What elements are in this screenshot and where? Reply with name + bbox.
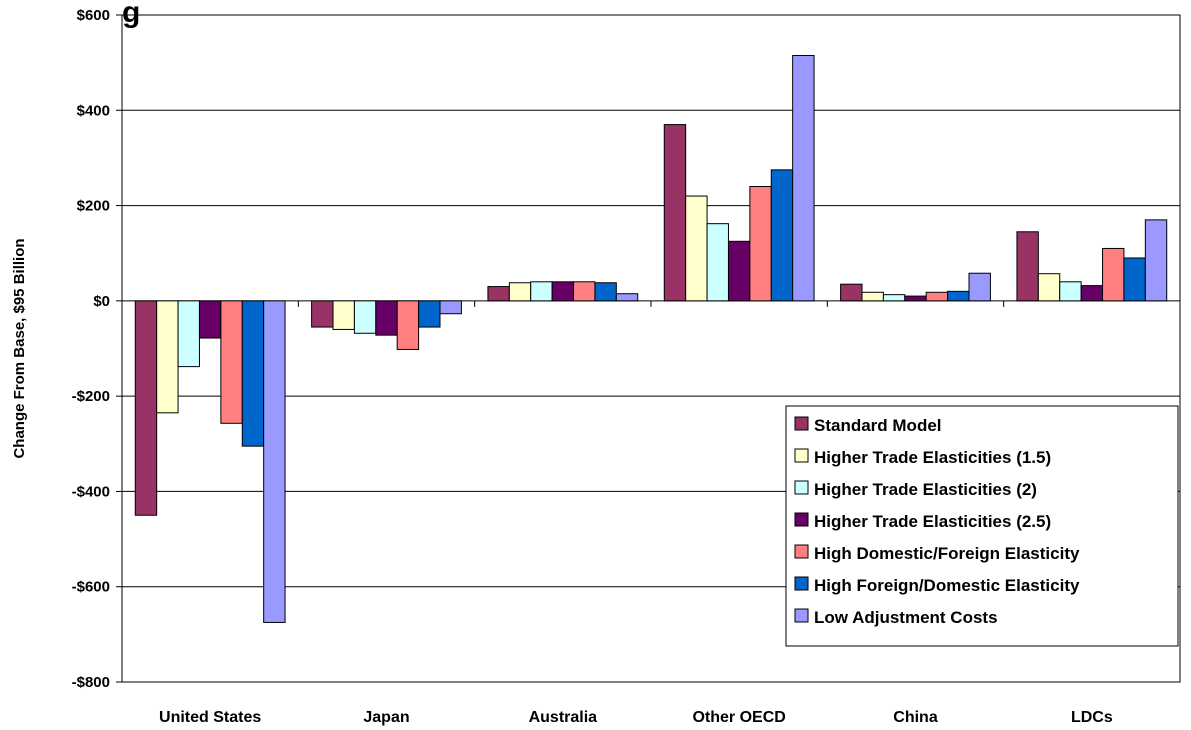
bar xyxy=(375,300,398,336)
bar xyxy=(770,169,794,302)
bar xyxy=(353,300,377,334)
y-tick-label: -$800 xyxy=(72,674,110,691)
y-tick-label: $400 xyxy=(77,102,110,119)
bar xyxy=(706,223,729,302)
y-tick-label: $200 xyxy=(77,198,110,215)
plot-area-frame xyxy=(121,14,1181,683)
y-tick-label: -$200 xyxy=(72,388,110,405)
bar xyxy=(727,240,751,302)
bar xyxy=(311,300,334,328)
bar xyxy=(508,282,532,302)
bar xyxy=(1037,273,1061,302)
legend-label: High Foreign/Domestic Elasticity xyxy=(814,576,1080,595)
y-tick-label: $600 xyxy=(77,7,110,24)
bar xyxy=(418,300,441,328)
bar xyxy=(840,283,863,302)
legend-swatch xyxy=(794,544,809,559)
bar xyxy=(749,186,772,302)
legend-swatch xyxy=(794,416,809,431)
bar xyxy=(439,300,462,315)
x-axis-ticks: United States Japan Australia Other OECD Chi… xyxy=(159,300,1113,726)
bar xyxy=(594,282,617,302)
legend-swatch xyxy=(794,480,809,495)
bar xyxy=(177,300,200,368)
y-tick-label: $0 xyxy=(93,293,110,310)
bar xyxy=(263,300,286,623)
y-tick-label: -$600 xyxy=(72,579,110,596)
x-tick-label: China xyxy=(893,709,938,726)
x-tick-label: Australia xyxy=(529,709,598,726)
x-tick-label: Japan xyxy=(363,709,409,726)
legend-swatch xyxy=(794,512,809,527)
x-tick-label: LDCs xyxy=(1071,709,1113,726)
x-tick-label: Other OECD xyxy=(692,709,785,726)
y-axis-title: Change From Base, $95 Billion xyxy=(11,238,28,458)
y-tick-label: -$400 xyxy=(72,483,110,500)
bar xyxy=(198,300,222,339)
bar xyxy=(947,290,970,302)
x-tick-label: United States xyxy=(159,709,261,726)
legend-swatch xyxy=(794,608,809,623)
bar xyxy=(487,286,510,302)
legend-swatch xyxy=(794,576,809,591)
bar xyxy=(134,300,158,516)
bar xyxy=(220,300,243,424)
bar xyxy=(332,300,355,330)
legend-label: Higher Trade Elasticities (2) xyxy=(814,480,1037,499)
bar xyxy=(925,291,949,302)
legend-box xyxy=(785,405,1179,647)
bar xyxy=(530,281,553,302)
legend-label: Standard Model xyxy=(814,416,942,435)
bar xyxy=(396,300,420,350)
bar xyxy=(1016,231,1039,302)
legend-label: Low Adjustment Costs xyxy=(814,608,998,627)
legend-swatch xyxy=(794,448,809,463)
bar xyxy=(882,294,906,302)
bar xyxy=(904,295,927,302)
bar xyxy=(1059,281,1082,302)
bar xyxy=(241,300,265,447)
bar xyxy=(1123,257,1146,302)
bar xyxy=(573,281,596,302)
bar xyxy=(792,54,815,302)
bar xyxy=(663,124,687,302)
bar xyxy=(156,300,179,414)
bars xyxy=(134,54,1168,623)
bar xyxy=(551,281,575,302)
bar xyxy=(685,195,708,302)
bar xyxy=(1080,285,1104,302)
bar xyxy=(615,293,639,302)
legend-label: Higher Trade Elasticities (2.5) xyxy=(814,512,1051,531)
y-axis-ticks: $600 $400 $200 $0 -$200 -$400 -$600 -$800 xyxy=(72,7,122,691)
bar xyxy=(968,272,991,302)
bar xyxy=(1102,247,1125,302)
legend-label: High Domestic/Foreign Elasticity xyxy=(814,544,1080,563)
legend-label: Higher Trade Elasticities (1.5) xyxy=(814,448,1051,467)
bar xyxy=(1144,219,1168,302)
legend: Standard Model Higher Trade Elasticities … xyxy=(785,405,1179,647)
bar xyxy=(861,291,884,302)
